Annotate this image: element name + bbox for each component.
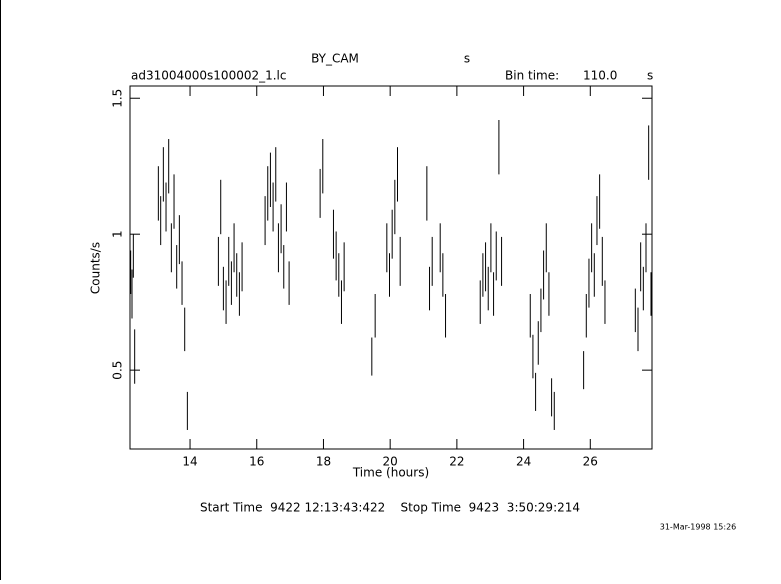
- bin-value: 110.0: [583, 69, 617, 83]
- x-axis-label: Time (hours): [352, 466, 429, 480]
- x-tick-label: 16: [249, 455, 264, 469]
- title-unit: s: [464, 52, 470, 66]
- x-tick-label: 18: [316, 455, 331, 469]
- file-label: ad31004000s100002_1.lc: [131, 69, 287, 83]
- plot-frame: [129, 85, 653, 450]
- y-tick-label: 0.5: [111, 361, 125, 380]
- x-tick-label: 24: [516, 455, 531, 469]
- x-tick-label: 26: [583, 455, 598, 469]
- y-tick-label: 1: [111, 230, 125, 238]
- x-tick-label: 22: [449, 455, 464, 469]
- bin-unit: s: [647, 69, 653, 83]
- bin-label: Bin time:: [505, 69, 559, 83]
- x-tick-label: 14: [182, 455, 197, 469]
- date-stamp: 31-Mar-1998 15:26: [660, 523, 737, 532]
- y-axis-label: Counts/s: [89, 242, 103, 294]
- footer: Start Time 9422 12:13:43:422 Stop Time 9…: [200, 501, 580, 515]
- y-tick-label: 1.5: [111, 89, 125, 108]
- x-tick-label: 20: [383, 455, 398, 469]
- chart-title: BY_CAM: [311, 52, 359, 66]
